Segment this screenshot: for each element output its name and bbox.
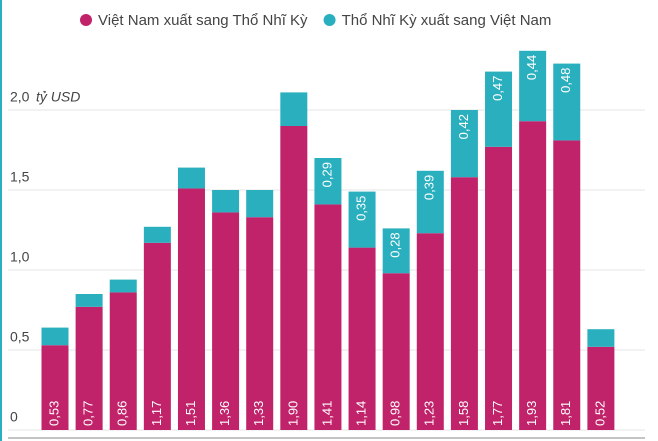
value-label: 0,77 [81, 401, 96, 426]
bar-segment [41, 327, 69, 346]
bar-segment [382, 228, 410, 274]
bar-segment [450, 177, 478, 430]
value-label: 0,86 [115, 401, 130, 426]
bar-segment [212, 212, 240, 430]
bar-segment [109, 292, 137, 430]
value-label: 0,42 [456, 114, 471, 139]
value-label: 1,90 [285, 401, 300, 426]
value-label: 0,48 [558, 68, 573, 93]
value-label: 1,93 [524, 401, 539, 426]
value-label: 1,36 [217, 401, 232, 426]
value-label: 1,41 [319, 401, 334, 426]
bar-segment [314, 204, 342, 430]
value-label: 1,14 [353, 401, 368, 426]
bar-segment [314, 158, 342, 205]
bar-segment [416, 170, 444, 234]
bar-segment [348, 247, 376, 430]
bar-segment [485, 71, 513, 147]
value-label: 0,98 [388, 401, 403, 426]
value-label: 0,28 [388, 232, 403, 257]
bar-segment [177, 167, 205, 189]
value-label: 1,51 [183, 401, 198, 426]
bar-segment [143, 226, 171, 243]
value-label: 0,39 [422, 175, 437, 200]
value-label: 1,58 [456, 401, 471, 426]
value-label: 1,81 [558, 401, 573, 426]
bar-segment [177, 188, 205, 430]
bar-segment [485, 146, 513, 431]
bar-segment [553, 63, 581, 141]
value-label: 0,29 [319, 162, 334, 187]
bar-segment [553, 140, 581, 430]
bar-segment [41, 345, 69, 430]
y-tick-label: 2,0 [10, 89, 30, 105]
legend-marker [80, 14, 92, 26]
bar-segment [212, 190, 240, 213]
bar-segment [280, 126, 308, 430]
bar-segment [246, 217, 274, 430]
bar-segment [143, 242, 171, 430]
y-tick-label: 1,5 [10, 169, 30, 185]
bar-segment [75, 294, 103, 307]
value-label: 0,44 [524, 55, 539, 80]
bar-segment [246, 190, 274, 218]
value-label: 1,33 [251, 401, 266, 426]
bar-segment [587, 346, 615, 430]
legend-label: Việt Nam xuất sang Thổ Nhĩ Kỳ [98, 12, 308, 29]
value-label: 1,23 [422, 401, 437, 426]
bar-segment [519, 50, 547, 122]
value-label: 0,35 [353, 196, 368, 221]
y-tick-label: 0,5 [10, 329, 30, 345]
y-tick-label: 1,0 [10, 249, 30, 265]
bar-segment [450, 110, 478, 178]
legend-marker [323, 14, 336, 26]
legend-label: Thổ Nhĩ Kỳ xuất sang Việt Nam [342, 12, 552, 29]
bar-segment [519, 121, 547, 430]
value-label: 0,47 [490, 76, 505, 101]
bar-segment [75, 306, 103, 430]
bar-segment [587, 329, 615, 347]
value-label: 1,17 [149, 401, 164, 426]
value-label: 0,52 [592, 401, 607, 426]
bar-segment [348, 191, 376, 248]
y-tick-label: 0 [10, 409, 18, 425]
y-unit: tỷ USD [36, 89, 80, 105]
bar-segment [416, 233, 444, 430]
value-label: 1,77 [490, 401, 505, 426]
bar-segment [109, 279, 137, 293]
bar-segment [280, 92, 308, 126]
value-label: 0,53 [46, 401, 61, 426]
bar-segment [382, 273, 410, 430]
